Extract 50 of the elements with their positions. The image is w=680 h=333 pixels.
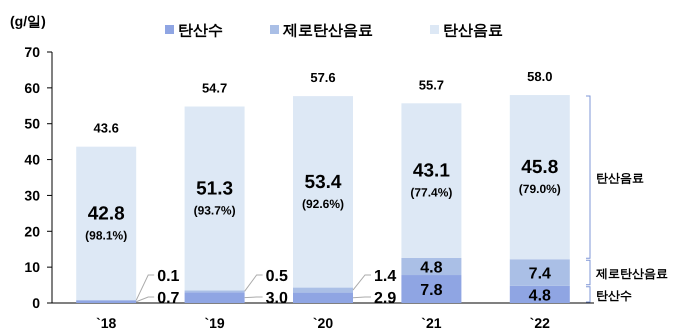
total-label: 57.6 xyxy=(310,70,336,86)
data-label: 7.4 xyxy=(528,266,552,283)
x-tick-label: `22 xyxy=(530,315,550,331)
bar xyxy=(510,259,570,286)
data-label: 53.4 (92.6%) xyxy=(302,172,344,211)
y-tick-label: 20 xyxy=(24,223,40,240)
total-label: 58.0 xyxy=(527,69,552,84)
text: 탄산음료 xyxy=(596,171,644,186)
x-tick-label: `18 xyxy=(96,315,117,331)
y-tick-label: 30 xyxy=(24,187,40,204)
total-label: 43.6 xyxy=(94,120,119,136)
bar xyxy=(401,103,462,258)
data-label: 43.1 (77.4%) xyxy=(410,160,452,200)
bar xyxy=(401,275,462,303)
bar xyxy=(293,292,353,303)
y-tick-label: 40 xyxy=(24,152,40,168)
x-tick-label: `21 xyxy=(421,315,442,331)
bar xyxy=(510,95,570,260)
bar xyxy=(184,292,245,303)
bar xyxy=(184,106,245,290)
bar xyxy=(76,300,136,303)
x-tick-label: `19 xyxy=(204,315,225,331)
data-label: 0.5 xyxy=(266,268,288,285)
y-tick-label: 60 xyxy=(24,80,40,96)
y-tick-label: 10 xyxy=(24,259,40,276)
text: 탄산수 xyxy=(596,288,632,302)
bar xyxy=(293,288,353,293)
data-label: 42.8 (98.1%) xyxy=(85,203,128,242)
data-label: 4.8 xyxy=(528,287,552,304)
total-label: 54.7 xyxy=(202,80,228,96)
legend-label: 탄산수 xyxy=(178,22,223,39)
bar xyxy=(293,96,353,288)
text: 제로탄산음료 xyxy=(595,266,668,281)
bar xyxy=(76,146,136,300)
legend-label: 탄산음료 xyxy=(443,22,503,39)
y-tick-label: 50 xyxy=(24,116,40,132)
legend-label: 제로탄산음료 xyxy=(282,22,373,39)
data-label: 45.8 (79.0%) xyxy=(518,157,561,196)
y-tick-label: 0 xyxy=(32,295,40,311)
data-label: 0.7 xyxy=(157,290,180,307)
data-label: 4.8 xyxy=(420,259,443,276)
data-label: 7.8 xyxy=(420,282,443,300)
data-label: 1.4 xyxy=(374,268,396,285)
y-axis-title: (g/일) xyxy=(10,13,46,29)
data-label: 3.0 xyxy=(266,290,288,307)
y-tick-label: 70 xyxy=(24,44,40,60)
total-label: 55.7 xyxy=(418,77,444,92)
data-label: 51.3 (93.7%) xyxy=(194,178,236,218)
x-tick-label: `20 xyxy=(312,315,334,331)
data-label: 0.1 xyxy=(157,268,180,285)
